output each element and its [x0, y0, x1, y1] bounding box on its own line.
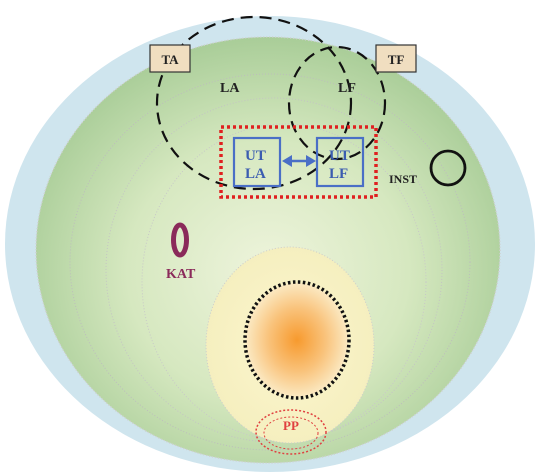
- ta-label: TA: [161, 52, 179, 67]
- ut-lf-label-1: UT: [329, 148, 350, 164]
- core-ring: [243, 280, 351, 400]
- ut-lf-label-2: LF: [329, 166, 348, 182]
- ut-lf-box: [315, 136, 365, 188]
- kat-label: KAT: [166, 267, 196, 282]
- la-dashed-circle: [155, 15, 353, 191]
- kat-marker: [171, 222, 189, 258]
- ut-zone-rect: [219, 125, 378, 199]
- ut-la-box: [232, 136, 282, 188]
- tf-box: [375, 44, 417, 73]
- green-ring-2: [69, 73, 471, 451]
- ta-box: [149, 44, 191, 73]
- pp-inner-circle: [263, 416, 319, 450]
- double-arrow-icon: [282, 155, 316, 167]
- green-ring-4: [141, 123, 427, 441]
- green-ring-3: [105, 97, 443, 443]
- ut-la-label-1: UT: [245, 148, 266, 164]
- pp-label: PP: [283, 418, 299, 433]
- green-outer-zone: [35, 36, 501, 464]
- pp-circle: [255, 409, 327, 455]
- inst-label: INST: [389, 172, 417, 186]
- lf-dashed-circle: [287, 45, 387, 161]
- core-fill: [246, 283, 348, 397]
- ut-la-label-2: LA: [245, 166, 266, 182]
- lf-label: LF: [338, 81, 356, 96]
- la-label: LA: [220, 81, 240, 96]
- tf-label: TF: [388, 52, 405, 67]
- inst-circle: [429, 149, 467, 187]
